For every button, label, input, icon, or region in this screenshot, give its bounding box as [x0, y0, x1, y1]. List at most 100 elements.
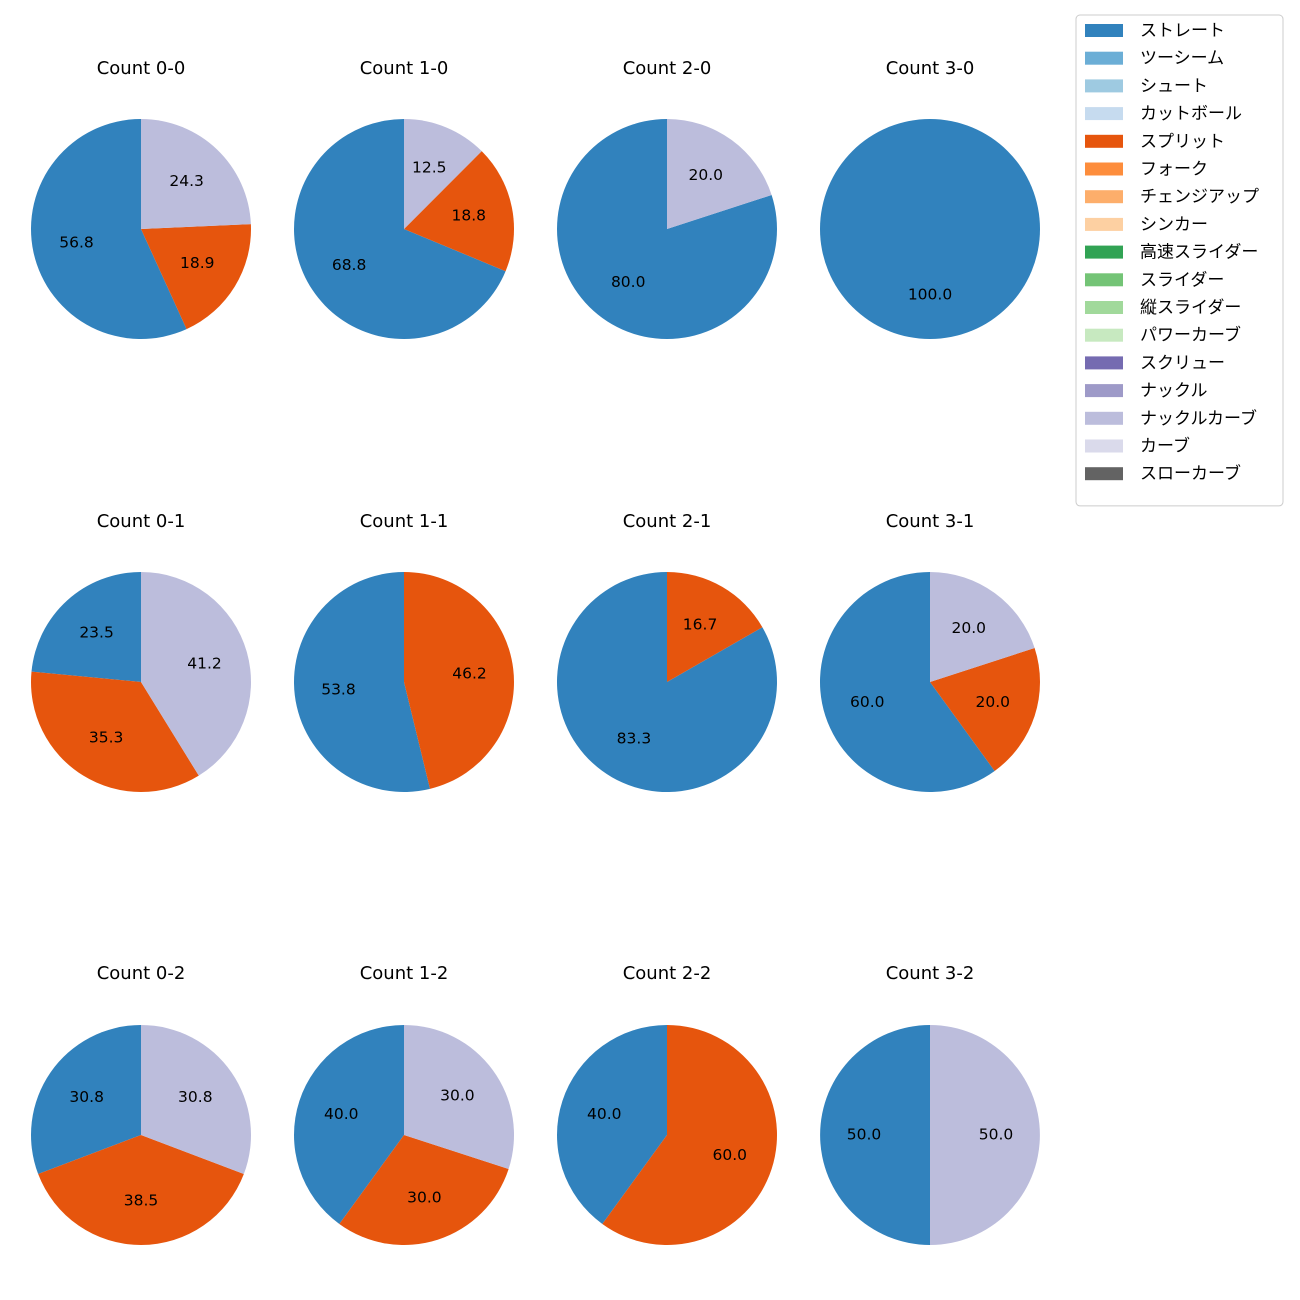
legend-swatch — [1085, 411, 1123, 425]
pie-title: Count 0-2 — [97, 963, 186, 984]
legend-swatch — [1085, 217, 1123, 231]
pie-title: Count 1-0 — [360, 58, 449, 79]
pie-slice-count-2-0-1 — [667, 119, 772, 229]
pie-slice-count-3-1-1 — [930, 648, 1041, 771]
legend-swatch — [1085, 301, 1123, 314]
pie-count-3-1: Count 3-1 60.0 20.0 20.0 — [820, 511, 1041, 792]
pie-slice-count-1-0-1 — [404, 151, 514, 272]
pie-slice-count-1-0-2 — [404, 119, 482, 229]
pie-slice-label: 80.0 — [611, 273, 646, 291]
legend-frame — [1075, 14, 1284, 507]
legend-label: ナックル — [1140, 381, 1208, 401]
pie-slice-count-3-2-0 — [820, 1025, 930, 1245]
legend-label: スライダー — [1140, 270, 1224, 290]
pie-title: Count 2-2 — [623, 963, 712, 984]
pie-count-2-1: Count 2-1 83.3 16.7 — [557, 511, 778, 792]
legend-swatch — [1085, 384, 1123, 398]
pie-slice-label: 40.0 — [587, 1105, 622, 1123]
pie-slice-count-2-1-0 — [557, 572, 778, 792]
legend-label: スプリット — [1140, 132, 1225, 152]
pie-title: Count 3-1 — [886, 511, 975, 532]
pie-slice-count-1-1-1 — [404, 572, 514, 789]
pie-slice-label: 16.7 — [683, 615, 718, 633]
pie-slice-label: 60.0 — [713, 1146, 748, 1164]
pie-slice-label: 30.8 — [69, 1088, 104, 1106]
pie-slice-label: 30.8 — [178, 1088, 213, 1106]
pie-slice-count-3-0-0 — [820, 119, 1040, 339]
legend-label: パワーカーブ — [1140, 325, 1241, 346]
pie-title: Count 2-1 — [623, 511, 712, 532]
pie-count-3-0: Count 3-0 100.0 — [820, 58, 1040, 339]
pie-slice-count-2-0-0 — [557, 119, 778, 339]
legend-label: ツーシーム — [1140, 49, 1224, 69]
pie-slice-label: 35.3 — [89, 729, 124, 747]
pie-count-1-2: Count 1-2 40.0 30.0 30.0 — [293, 963, 515, 1246]
pie-slice-count-3-1-0 — [820, 572, 995, 792]
legend-swatch — [1085, 51, 1123, 65]
legend-swatch — [1085, 245, 1123, 259]
pie-slice-label: 53.8 — [321, 680, 356, 698]
legend-label: シュート — [1140, 76, 1208, 96]
pie-slice-count-0-1-2 — [141, 572, 252, 776]
pie-count-2-0: Count 2-0 80.0 20.0 — [557, 58, 778, 339]
legend-label: 高速スライダー — [1140, 243, 1258, 263]
pie-slice-label: 60.0 — [850, 693, 885, 711]
pie-slice-count-0-2-1 — [38, 1135, 244, 1245]
pie-slice-label: 38.5 — [124, 1192, 159, 1210]
legend-label: チェンジアップ — [1140, 187, 1259, 207]
pie-slice-count-0-0-2 — [141, 119, 251, 229]
legend-swatch — [1085, 467, 1123, 481]
legend-label: 縦スライダー — [1140, 298, 1241, 318]
legend-swatch — [1085, 134, 1123, 148]
pie-title: Count 0-1 — [97, 511, 186, 532]
pie-slice-count-2-2-1 — [602, 1025, 777, 1245]
pies-layer: Count 0-0 56.8 18.9 24.3 Count 1-0 68.8 18.8 12… — [30, 58, 1041, 1246]
legend-label: カットボール — [1140, 104, 1242, 124]
legend-swatch — [1085, 273, 1123, 287]
legend-label: シンカー — [1140, 215, 1208, 235]
legend-swatch — [1085, 24, 1123, 37]
pie-slice-count-1-2-2 — [404, 1025, 515, 1169]
pie-count-1-1: Count 1-1 53.8 46.2 — [293, 511, 514, 792]
pie-slice-count-3-2-1 — [930, 1025, 1040, 1245]
pie-slice-count-2-2-0 — [556, 1025, 667, 1224]
legend-swatch — [1085, 328, 1123, 342]
pie-slice-label: 30.0 — [407, 1188, 442, 1206]
pie-slice-label: 46.2 — [452, 665, 487, 683]
pie-slice-count-0-2-2 — [141, 1025, 251, 1175]
pie-slice-label: 18.9 — [180, 254, 215, 272]
pie-slice-label: 23.5 — [79, 624, 114, 642]
pie-slice-label: 50.0 — [847, 1126, 882, 1144]
pie-count-0-1: Count 0-1 23.5 35.3 41.2 — [31, 511, 252, 792]
pie-slice-label: 24.3 — [169, 172, 204, 190]
pie-slice-count-1-2-0 — [293, 1025, 404, 1224]
pie-slice-count-1-0-0 — [294, 119, 506, 339]
pie-slice-label: 100.0 — [908, 286, 952, 304]
pie-title: Count 0-0 — [97, 58, 186, 79]
pie-slice-label: 41.2 — [187, 654, 222, 672]
legend-swatch — [1085, 107, 1123, 121]
pie-slice-label: 20.0 — [952, 619, 987, 637]
pie-slice-count-0-0-1 — [141, 224, 251, 330]
legend-label: スローカーブ — [1140, 463, 1241, 484]
pie-title: Count 1-1 — [360, 511, 449, 532]
pie-slice-label: 30.0 — [440, 1087, 475, 1105]
pie-slice-label: 40.0 — [324, 1105, 359, 1123]
legend: ストレートツーシームシュートカットボールスプリットフォークチェンジアップシンカー… — [1075, 14, 1284, 507]
legend-label: ストレート — [1140, 21, 1225, 41]
pie-slice-count-0-1-0 — [31, 572, 142, 682]
pie-slice-label: 18.8 — [451, 207, 486, 225]
pie-slice-label: 20.0 — [689, 166, 724, 184]
legend-swatch — [1085, 162, 1123, 176]
pie-count-3-2: Count 3-2 50.0 50.0 — [820, 963, 1040, 1245]
legend-label: カーブ — [1140, 436, 1190, 457]
pie-title: Count 1-2 — [360, 963, 449, 984]
pie-slice-count-0-2-0 — [31, 1025, 141, 1175]
pie-title: Count 3-0 — [886, 58, 975, 79]
legend-label: スクリュー — [1140, 353, 1225, 373]
pie-slice-count-3-1-2 — [930, 572, 1035, 682]
legend-label: フォーク — [1140, 160, 1208, 180]
pie-slice-label: 50.0 — [979, 1126, 1014, 1144]
pie-slice-label: 20.0 — [976, 693, 1011, 711]
